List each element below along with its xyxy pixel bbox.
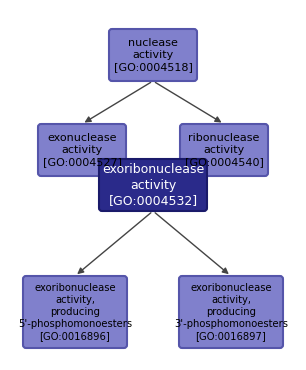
FancyBboxPatch shape [38, 124, 126, 176]
Text: exoribonuclease
activity,
producing
3'-phosphomonoesters
[GO:0016897]: exoribonuclease activity, producing 3'-p… [174, 283, 288, 341]
FancyBboxPatch shape [99, 159, 207, 211]
FancyBboxPatch shape [179, 276, 283, 348]
Text: nuclease
activity
[GO:0004518]: nuclease activity [GO:0004518] [114, 38, 192, 72]
Text: exoribonuclease
activity
[GO:0004532]: exoribonuclease activity [GO:0004532] [102, 163, 204, 207]
FancyBboxPatch shape [23, 276, 127, 348]
Text: exoribonuclease
activity,
producing
5'-phosphomonoesters
[GO:0016896]: exoribonuclease activity, producing 5'-p… [18, 283, 132, 341]
FancyBboxPatch shape [109, 29, 197, 81]
FancyBboxPatch shape [180, 124, 268, 176]
Text: exonuclease
activity
[GO:0004527]: exonuclease activity [GO:0004527] [43, 133, 121, 167]
Text: ribonuclease
activity
[GO:0004540]: ribonuclease activity [GO:0004540] [185, 133, 263, 167]
